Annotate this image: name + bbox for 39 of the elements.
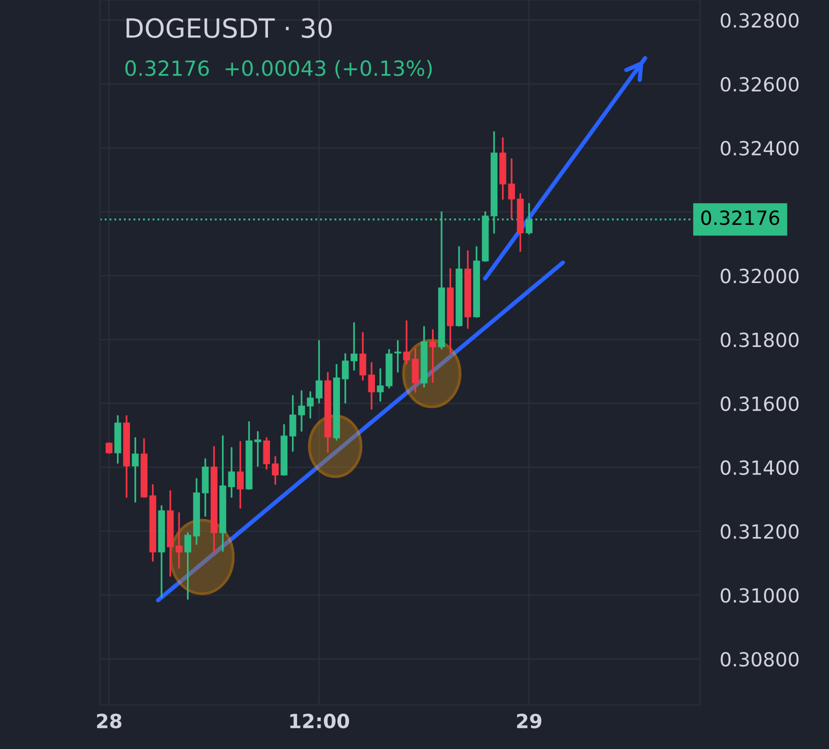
y-tick-label: 0.32000	[720, 268, 799, 284]
x-tick-label: 28	[97, 714, 122, 728]
candlestick	[359, 332, 366, 381]
candlestick	[106, 442, 112, 454]
y-tick-label: 0.31600	[720, 396, 799, 412]
y-tick-label: 0.32800	[720, 13, 799, 28]
x-tick-label: 12:00	[290, 714, 350, 728]
candlestick	[350, 322, 358, 371]
text: 0.32176 +0.00043 (+0.13%)	[125, 60, 432, 78]
candlestick	[298, 390, 305, 432]
candlestick	[368, 362, 375, 410]
candlestick	[306, 391, 314, 419]
candlestick	[272, 456, 279, 485]
candlestick	[289, 394, 296, 452]
y-tick-label: 0.32600	[720, 76, 799, 92]
candlestick	[254, 431, 262, 467]
y-tick-label: 0.31200	[720, 524, 799, 539]
candlestick	[184, 532, 192, 600]
y-tick-label: 0.31800	[720, 332, 799, 348]
text: DOGEUSDT · 30	[126, 18, 332, 38]
candlestick	[403, 320, 410, 365]
x-tick-label: 29	[517, 714, 542, 728]
candlestick	[316, 340, 322, 404]
candlestick	[228, 447, 235, 498]
candlestick	[176, 512, 182, 569]
candlestick	[263, 437, 270, 470]
ref-line-label: 0.32176	[701, 210, 780, 226]
candlestick	[236, 440, 244, 509]
y-tick-label: 0.30800	[720, 652, 799, 667]
candlestick	[342, 353, 349, 404]
candlestick	[132, 437, 139, 503]
candlestick	[429, 329, 436, 383]
y-tick-label: 0.31400	[720, 460, 799, 475]
candlestick	[394, 340, 402, 373]
y-tick-label: 0.31000	[720, 588, 799, 603]
candlestick	[508, 158, 515, 220]
y-tick-label: 0.32400	[720, 140, 799, 156]
candlestick	[376, 368, 384, 402]
candlestick	[412, 348, 419, 393]
